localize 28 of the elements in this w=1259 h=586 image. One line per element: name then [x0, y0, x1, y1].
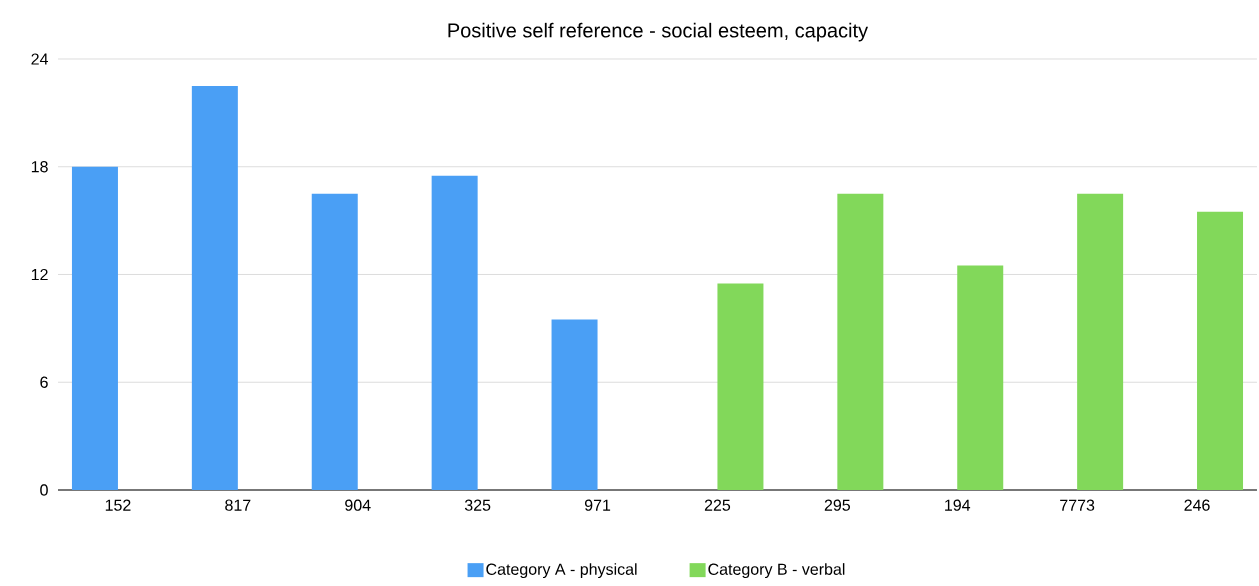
- bar: [717, 283, 764, 490]
- x-tick-label: 194: [945, 499, 971, 511]
- bar: [431, 175, 478, 490]
- y-tick-label: 6: [40, 376, 48, 388]
- x-tick-label: 225: [704, 499, 731, 511]
- x-tick-label: 295: [824, 499, 851, 511]
- x-tick-label: 7773: [1060, 499, 1095, 511]
- bar: [1077, 193, 1124, 490]
- bar: [311, 193, 358, 490]
- chart-title: Positive self reference - social esteem, capacity: [448, 22, 869, 42]
- bar: [837, 193, 884, 490]
- x-tick-label: 246: [1184, 499, 1210, 511]
- legend-label: Category A - physical: [486, 563, 637, 579]
- x-tick-label: 904: [345, 499, 371, 511]
- y-tick-label: 12: [31, 268, 48, 281]
- bar: [1197, 211, 1244, 490]
- x-tick-label: 817: [225, 499, 251, 511]
- y-tick-label: 18: [31, 161, 48, 173]
- x-tick-label: 325: [464, 499, 491, 511]
- x-tick-label: 971: [584, 499, 611, 511]
- bar: [957, 265, 1004, 490]
- bar: [71, 166, 118, 490]
- y-tick-label: 0: [40, 484, 48, 496]
- legend-label: Category B - verbal: [708, 563, 845, 579]
- bar: [191, 85, 238, 490]
- x-tick-label: 152: [105, 499, 131, 511]
- y-tick-label: 24: [31, 53, 49, 65]
- bar: [551, 319, 598, 490]
